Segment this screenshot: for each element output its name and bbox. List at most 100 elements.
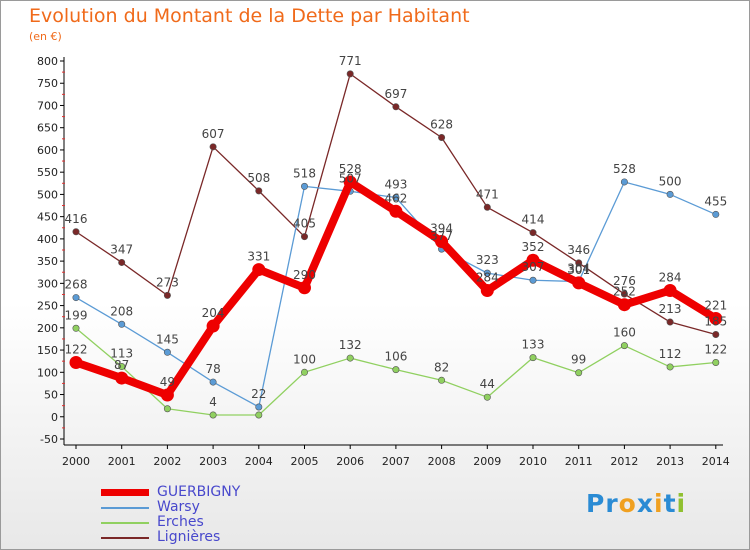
x-tick-label: 2014 — [702, 455, 730, 468]
y-tick-label: -50 — [40, 433, 58, 446]
brand-letter: t — [663, 489, 677, 518]
data-point — [617, 298, 631, 312]
data-label: 82 — [434, 360, 449, 374]
brand-letter: i — [676, 489, 687, 518]
data-label: 276 — [613, 274, 636, 288]
legend-swatch — [101, 507, 149, 509]
data-point — [72, 294, 80, 302]
data-label: 221 — [704, 298, 727, 312]
data-label: 204 — [202, 306, 225, 320]
data-label: 377 — [430, 229, 453, 243]
data-point — [209, 411, 217, 419]
data-label: 394 — [430, 222, 453, 236]
x-tick-label: 2003 — [199, 455, 227, 468]
data-label: 160 — [613, 326, 636, 340]
data-point — [389, 204, 403, 218]
y-tick-label: 200 — [37, 322, 58, 335]
legend-item: Erches — [101, 514, 341, 531]
data-point — [666, 318, 674, 326]
data-label: 628 — [430, 117, 453, 131]
data-label: 528 — [613, 162, 636, 176]
data-label: 471 — [476, 187, 499, 201]
data-point — [712, 359, 720, 367]
y-tick-label: 800 — [37, 55, 58, 68]
data-point — [72, 228, 80, 236]
data-point — [115, 371, 129, 385]
data-label: 493 — [384, 178, 407, 192]
data-label: 133 — [522, 338, 545, 352]
data-point — [529, 229, 537, 237]
data-point — [255, 411, 263, 419]
brand-letter: o — [618, 489, 637, 518]
data-point — [438, 376, 446, 384]
data-point — [160, 388, 174, 402]
data-point — [529, 276, 537, 284]
data-label: 304 — [567, 262, 590, 276]
data-point — [666, 363, 674, 371]
data-point — [620, 342, 628, 350]
legend-swatch — [101, 489, 149, 496]
data-label: 145 — [156, 332, 179, 346]
data-point — [529, 354, 537, 362]
legend-label: GUERBIGNY — [157, 484, 241, 500]
data-point — [72, 324, 80, 332]
data-point — [118, 320, 126, 328]
line-chart: -50 0 50 100 150 200 250 300 350 400 450 500 550 600 6… — [37, 54, 730, 468]
x-tick-label: 2005 — [291, 455, 319, 468]
data-label: 323 — [476, 253, 499, 267]
y-tick-label: 650 — [37, 122, 58, 135]
data-point — [209, 378, 217, 386]
data-label: 213 — [659, 302, 682, 316]
data-label: 284 — [659, 270, 682, 284]
data-point — [69, 356, 83, 370]
data-label: 106 — [384, 350, 407, 364]
x-tick-label: 2013 — [656, 455, 684, 468]
y-tick-label: 500 — [37, 188, 58, 201]
data-point — [392, 103, 400, 111]
data-point — [526, 253, 540, 267]
brand-letter: r — [605, 489, 619, 518]
data-label: 347 — [110, 242, 133, 256]
data-label: 307 — [522, 260, 545, 274]
y-tick-label: 150 — [37, 344, 58, 357]
y-tick-label: 400 — [37, 233, 58, 246]
data-label: 455 — [704, 194, 727, 208]
data-point — [209, 143, 217, 151]
data-label: 414 — [522, 213, 545, 227]
legend-item: Warsy — [101, 499, 341, 516]
data-label: 607 — [202, 127, 225, 141]
data-point — [709, 311, 723, 325]
data-point — [300, 182, 308, 190]
data-point — [118, 363, 126, 371]
data-point — [620, 178, 628, 186]
data-label: 697 — [384, 87, 407, 101]
data-point — [255, 187, 263, 195]
data-label: 500 — [659, 174, 682, 188]
data-point — [435, 235, 449, 249]
data-label: 416 — [65, 212, 88, 226]
data-label: 22 — [251, 387, 266, 401]
data-point — [346, 354, 354, 362]
y-tick-label: 550 — [37, 166, 58, 179]
legend-swatch — [101, 522, 149, 524]
data-label: 405 — [293, 217, 316, 231]
data-point — [346, 70, 354, 78]
data-label: 528 — [339, 162, 362, 176]
data-label: 290 — [293, 268, 316, 282]
data-label: 508 — [247, 171, 270, 185]
y-tick-label: 700 — [37, 99, 58, 112]
data-label: 49 — [160, 375, 175, 389]
x-tick-label: 2001 — [108, 455, 136, 468]
data-label: 301 — [567, 263, 590, 277]
data-label: 122 — [704, 343, 727, 357]
data-point — [712, 210, 720, 218]
data-point — [483, 269, 491, 277]
data-point — [392, 366, 400, 374]
data-label: 100 — [293, 352, 316, 366]
x-tick-label: 2000 — [62, 455, 90, 468]
legend-swatch — [101, 537, 149, 539]
series-erches — [72, 324, 720, 419]
data-label: 518 — [293, 166, 316, 180]
legend: GUERBIGNY Warsy Erches Lignières — [101, 484, 341, 546]
